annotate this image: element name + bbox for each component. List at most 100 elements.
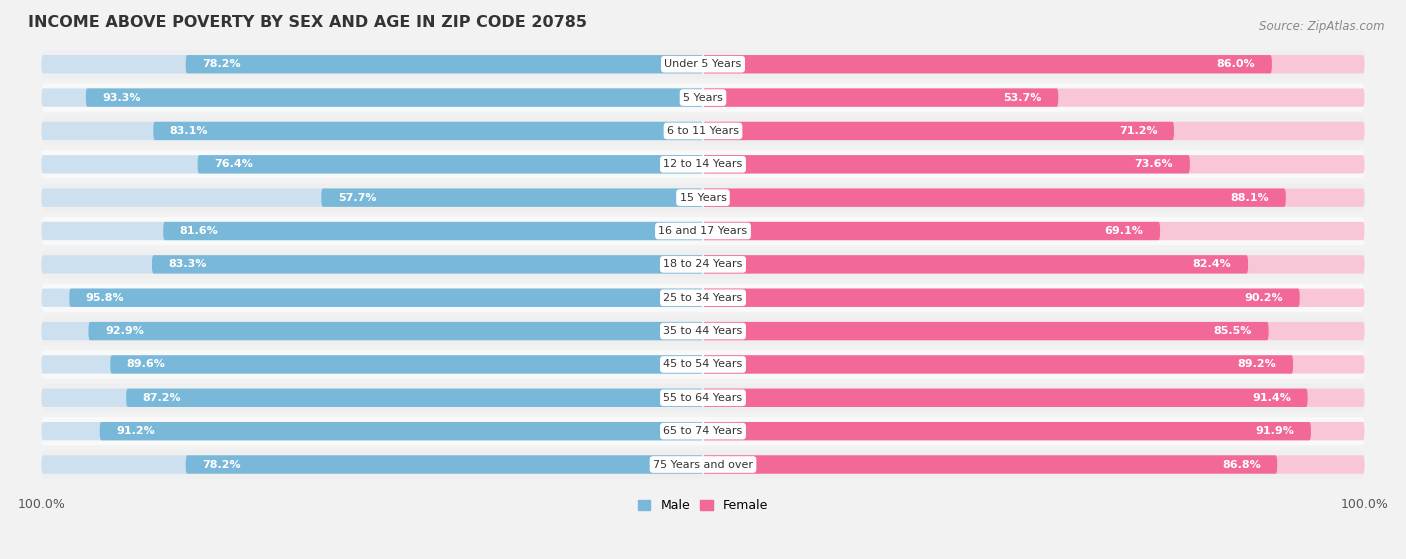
Text: 85.5%: 85.5%	[1213, 326, 1253, 336]
FancyBboxPatch shape	[42, 317, 1364, 345]
FancyBboxPatch shape	[703, 456, 1277, 473]
FancyBboxPatch shape	[703, 55, 1364, 73]
Text: 86.8%: 86.8%	[1222, 459, 1261, 470]
FancyBboxPatch shape	[42, 288, 703, 307]
Text: 12 to 14 Years: 12 to 14 Years	[664, 159, 742, 169]
FancyBboxPatch shape	[703, 288, 1299, 307]
Text: 93.3%: 93.3%	[103, 93, 141, 103]
FancyBboxPatch shape	[100, 422, 703, 440]
FancyBboxPatch shape	[703, 422, 1310, 440]
FancyBboxPatch shape	[703, 389, 1308, 407]
Text: 78.2%: 78.2%	[202, 59, 240, 69]
FancyBboxPatch shape	[703, 188, 1286, 207]
FancyBboxPatch shape	[42, 417, 1364, 446]
FancyBboxPatch shape	[703, 222, 1160, 240]
FancyBboxPatch shape	[703, 456, 1364, 473]
Text: 57.7%: 57.7%	[337, 193, 377, 203]
Text: 55 to 64 Years: 55 to 64 Years	[664, 393, 742, 403]
FancyBboxPatch shape	[703, 255, 1249, 273]
FancyBboxPatch shape	[42, 250, 1364, 278]
FancyBboxPatch shape	[110, 356, 703, 373]
FancyBboxPatch shape	[322, 188, 703, 207]
FancyBboxPatch shape	[152, 255, 703, 273]
FancyBboxPatch shape	[42, 383, 1364, 412]
FancyBboxPatch shape	[703, 188, 1364, 207]
FancyBboxPatch shape	[69, 288, 703, 307]
FancyBboxPatch shape	[42, 322, 703, 340]
Text: 75 Years and over: 75 Years and over	[652, 459, 754, 470]
FancyBboxPatch shape	[186, 456, 703, 473]
Text: 6 to 11 Years: 6 to 11 Years	[666, 126, 740, 136]
Text: 16 and 17 Years: 16 and 17 Years	[658, 226, 748, 236]
FancyBboxPatch shape	[703, 288, 1364, 307]
FancyBboxPatch shape	[703, 389, 1364, 407]
FancyBboxPatch shape	[42, 50, 1364, 78]
Text: INCOME ABOVE POVERTY BY SEX AND AGE IN ZIP CODE 20785: INCOME ABOVE POVERTY BY SEX AND AGE IN Z…	[28, 15, 588, 30]
FancyBboxPatch shape	[42, 422, 703, 440]
FancyBboxPatch shape	[127, 389, 703, 407]
FancyBboxPatch shape	[703, 356, 1364, 373]
FancyBboxPatch shape	[703, 356, 1294, 373]
FancyBboxPatch shape	[703, 55, 1272, 73]
Text: 73.6%: 73.6%	[1135, 159, 1174, 169]
Text: 18 to 24 Years: 18 to 24 Years	[664, 259, 742, 269]
Text: 76.4%: 76.4%	[214, 159, 253, 169]
FancyBboxPatch shape	[42, 88, 703, 107]
FancyBboxPatch shape	[42, 389, 703, 407]
Text: 71.2%: 71.2%	[1119, 126, 1157, 136]
FancyBboxPatch shape	[703, 322, 1268, 340]
Text: 45 to 54 Years: 45 to 54 Years	[664, 359, 742, 369]
FancyBboxPatch shape	[703, 88, 1059, 107]
Text: 87.2%: 87.2%	[142, 393, 181, 403]
Text: 86.0%: 86.0%	[1216, 59, 1256, 69]
Text: 81.6%: 81.6%	[180, 226, 218, 236]
Text: Source: ZipAtlas.com: Source: ZipAtlas.com	[1260, 20, 1385, 32]
FancyBboxPatch shape	[42, 222, 703, 240]
Text: 53.7%: 53.7%	[1004, 93, 1042, 103]
FancyBboxPatch shape	[42, 183, 1364, 212]
FancyBboxPatch shape	[42, 217, 1364, 245]
Text: 5 Years: 5 Years	[683, 93, 723, 103]
Text: 83.3%: 83.3%	[169, 259, 207, 269]
Text: 82.4%: 82.4%	[1192, 259, 1232, 269]
Text: 90.2%: 90.2%	[1244, 293, 1284, 303]
FancyBboxPatch shape	[703, 222, 1364, 240]
FancyBboxPatch shape	[42, 83, 1364, 112]
FancyBboxPatch shape	[42, 117, 1364, 145]
Text: 25 to 34 Years: 25 to 34 Years	[664, 293, 742, 303]
FancyBboxPatch shape	[703, 255, 1364, 273]
FancyBboxPatch shape	[42, 283, 1364, 312]
FancyBboxPatch shape	[42, 150, 1364, 178]
Text: 69.1%: 69.1%	[1105, 226, 1143, 236]
FancyBboxPatch shape	[89, 322, 703, 340]
FancyBboxPatch shape	[42, 122, 703, 140]
FancyBboxPatch shape	[42, 188, 703, 207]
FancyBboxPatch shape	[198, 155, 703, 173]
FancyBboxPatch shape	[703, 122, 1174, 140]
FancyBboxPatch shape	[153, 122, 703, 140]
Text: 95.8%: 95.8%	[86, 293, 125, 303]
Text: 91.4%: 91.4%	[1253, 393, 1291, 403]
FancyBboxPatch shape	[703, 155, 1189, 173]
FancyBboxPatch shape	[42, 456, 703, 473]
FancyBboxPatch shape	[42, 155, 703, 173]
Text: 65 to 74 Years: 65 to 74 Years	[664, 426, 742, 436]
Text: 91.9%: 91.9%	[1256, 426, 1295, 436]
Text: 91.2%: 91.2%	[117, 426, 155, 436]
FancyBboxPatch shape	[186, 55, 703, 73]
FancyBboxPatch shape	[86, 88, 703, 107]
Text: 83.1%: 83.1%	[170, 126, 208, 136]
FancyBboxPatch shape	[163, 222, 703, 240]
Text: 78.2%: 78.2%	[202, 459, 240, 470]
FancyBboxPatch shape	[703, 122, 1364, 140]
Text: 92.9%: 92.9%	[105, 326, 143, 336]
Text: 88.1%: 88.1%	[1230, 193, 1270, 203]
FancyBboxPatch shape	[703, 322, 1364, 340]
FancyBboxPatch shape	[42, 356, 703, 373]
FancyBboxPatch shape	[42, 255, 703, 273]
Text: 89.6%: 89.6%	[127, 359, 166, 369]
Text: Under 5 Years: Under 5 Years	[665, 59, 741, 69]
FancyBboxPatch shape	[42, 451, 1364, 479]
FancyBboxPatch shape	[703, 88, 1364, 107]
FancyBboxPatch shape	[703, 422, 1364, 440]
